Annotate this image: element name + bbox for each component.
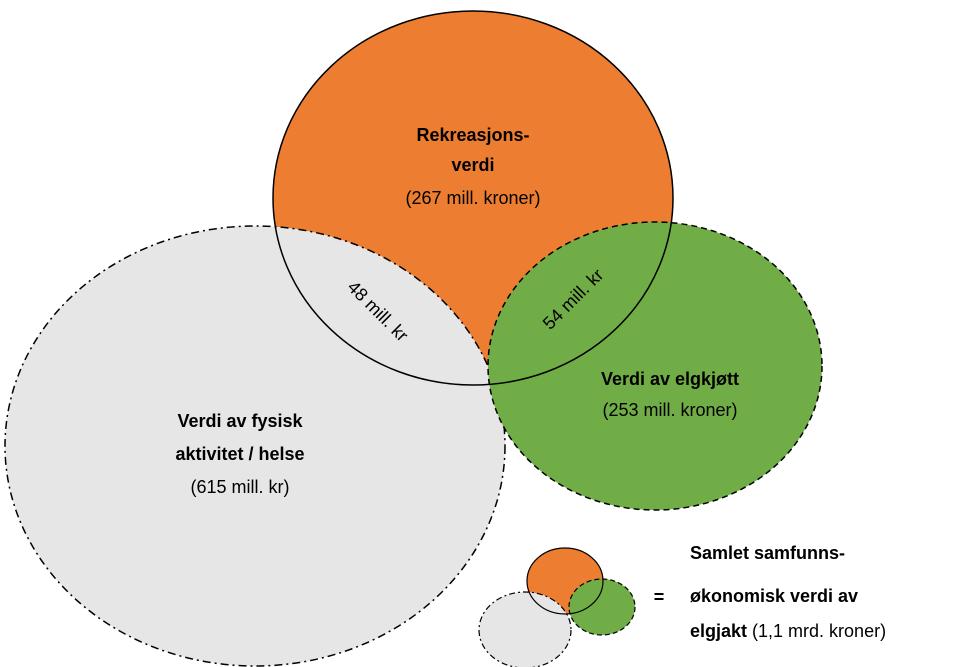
label: verdi [451,155,494,175]
legend-text: Samlet samfunns- [690,543,845,563]
value: (267 mill. kroner) [405,188,540,208]
value: (253 mill. kroner) [602,400,737,420]
legend-icon [478,547,636,667]
health-circle [4,225,506,667]
icon-grey [478,591,572,667]
value: (615 mill. kr) [190,477,289,497]
equals: = [654,587,665,607]
icon-orange-outline [526,547,604,615]
icon-green [568,578,636,636]
legend-bold: elgjakt [690,621,747,641]
label: Verdi av elgkjøtt [601,369,739,389]
label: Verdi av fysisk [177,411,303,431]
label: aktivitet / helse [175,444,304,464]
legend-normal: (1,1 mrd. kroner) [747,621,886,641]
recreation-outline [272,10,674,386]
label: Rekreasjons- [416,125,529,145]
meat-circle [487,221,823,511]
legend-text: elgjakt (1,1 mrd. kroner) [690,621,886,641]
legend-text: økonomisk verdi av [690,586,858,606]
